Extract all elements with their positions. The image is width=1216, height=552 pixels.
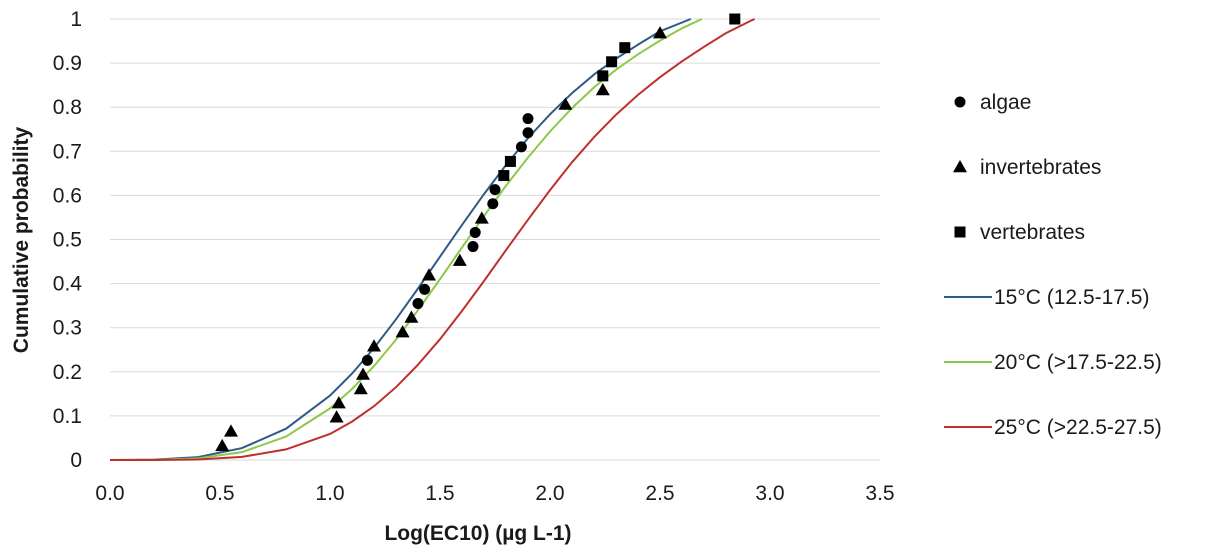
triangle-point: [474, 211, 489, 224]
tick-labels: 0 0.1 0.2 0.3 0.4 0.5 0.6 0.7 0.8 0.9 1 0.0 0.5 1.0 1.…: [53, 8, 895, 505]
x-tick-label: 1.0: [315, 482, 344, 505]
triangle-point: [653, 26, 667, 39]
square-point: [729, 13, 741, 25]
y-tick-label: 0.9: [53, 52, 82, 75]
x-tick-label: 2.5: [645, 482, 674, 505]
triangle-point: [353, 381, 368, 395]
series-line: [109, 18, 692, 461]
legend-label: invertebrates: [980, 156, 1101, 179]
fitted-curves: [109, 18, 756, 461]
y-tick-label: 0.4: [53, 273, 83, 296]
y-tick-label: 0.8: [53, 96, 82, 119]
x-tick-label: 1.5: [425, 482, 454, 505]
square-point: [498, 170, 510, 182]
legend-item: invertebrates: [953, 156, 1101, 179]
y-tick-label: 0.3: [53, 317, 82, 340]
circle-point: [467, 241, 479, 253]
x-tick-label: 3.5: [865, 482, 894, 505]
x-tick-label: 2.0: [535, 482, 564, 505]
legend-label: 20°C (>17.5-22.5): [994, 351, 1162, 374]
legend-item: 15°C (12.5-17.5): [944, 286, 1149, 309]
y-tick-label: 0: [70, 449, 82, 472]
circle-point: [487, 198, 499, 210]
y-tick-label: 0.5: [53, 229, 82, 252]
triangle-point: [595, 83, 610, 96]
legend-circle-icon: [954, 96, 966, 108]
circle-point: [515, 141, 527, 153]
circle-point: [522, 127, 534, 139]
square-point: [504, 155, 516, 167]
circle-point: [522, 113, 534, 125]
x-tick-label: 0.5: [205, 482, 234, 505]
triangle-point: [558, 97, 573, 110]
triangle-point: [224, 424, 238, 437]
legend-triangle-icon: [953, 160, 967, 173]
legend-item: algae: [954, 91, 1031, 114]
y-axis-title: Cumulative probability: [10, 127, 33, 354]
x-axis-title: Log(EC10) (µg L-1): [384, 522, 571, 545]
x-tick-label: 0.0: [95, 482, 124, 505]
y-tick-label: 0.7: [53, 140, 82, 163]
y-tick-label: 0.2: [53, 361, 82, 384]
square-point: [606, 56, 618, 68]
legend-label: 15°C (12.5-17.5): [994, 286, 1149, 309]
legend-square-icon: [954, 226, 966, 238]
legend-item: 20°C (>17.5-22.5): [944, 351, 1162, 374]
triangle-point: [329, 410, 344, 423]
legend-label: vertebrates: [980, 221, 1085, 244]
triangle-point: [422, 268, 436, 281]
circle-point: [489, 184, 501, 196]
triangle-point: [367, 339, 381, 352]
triangle-point: [395, 325, 410, 338]
legend-item: 25°C (>22.5-27.5): [944, 416, 1162, 439]
series-line: [109, 18, 703, 461]
data-points: [215, 13, 741, 452]
y-tick-label: 1: [70, 8, 82, 31]
gridlines: [110, 18, 880, 461]
circle-point: [412, 297, 424, 309]
circle-point: [419, 283, 431, 295]
circle-point: [361, 354, 373, 366]
square-point: [619, 42, 631, 54]
legend-item: vertebrates: [954, 221, 1085, 244]
square-point: [597, 70, 609, 82]
circle-point: [469, 226, 481, 238]
triangle-point: [356, 367, 370, 380]
y-tick-label: 0.1: [53, 405, 82, 428]
triangle-point: [452, 253, 467, 266]
legend-label: 25°C (>22.5-27.5): [994, 416, 1162, 439]
legend: algae invertebrates vertebrates 15°C (12.5-…: [944, 91, 1162, 439]
x-tick-label: 3.0: [755, 482, 784, 505]
series-line: [110, 18, 756, 461]
triangle-point: [331, 396, 346, 409]
y-tick-label: 0.6: [53, 184, 82, 207]
legend-label: algae: [980, 91, 1031, 114]
triangle-point: [215, 438, 230, 452]
triangle-point: [404, 310, 419, 323]
